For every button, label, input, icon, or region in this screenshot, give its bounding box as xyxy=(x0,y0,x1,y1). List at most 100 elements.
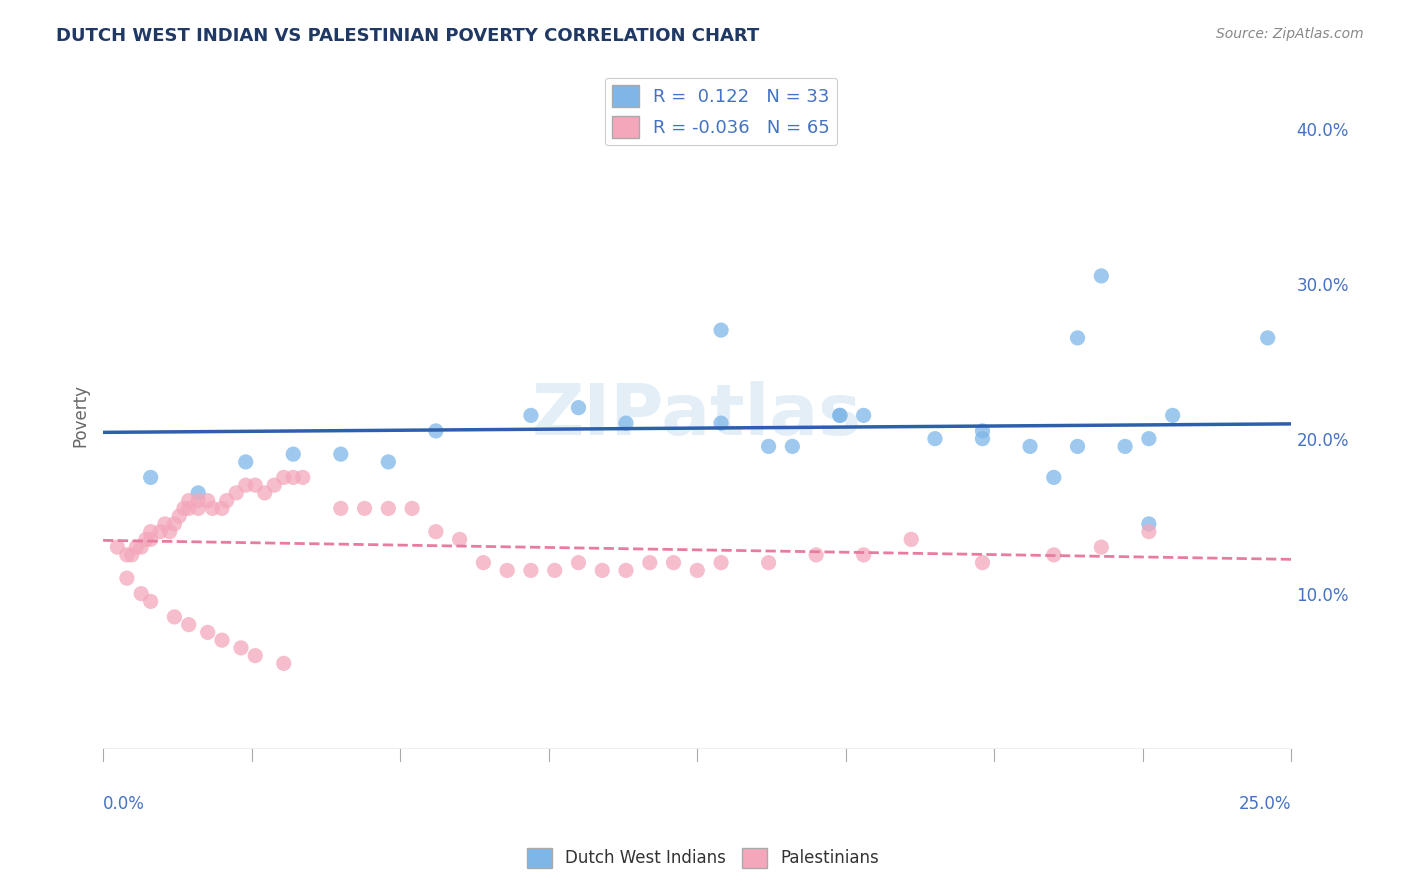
Point xyxy=(197,493,219,508)
Point xyxy=(153,516,176,531)
Point xyxy=(177,493,200,508)
Point xyxy=(229,640,252,655)
Point xyxy=(353,501,375,516)
Point xyxy=(115,548,138,562)
Point xyxy=(1137,516,1160,531)
Point xyxy=(972,432,994,446)
Point xyxy=(710,556,733,570)
Point xyxy=(187,501,209,516)
Point xyxy=(520,409,543,423)
Point xyxy=(1257,331,1279,345)
Text: 0.0%: 0.0% xyxy=(103,795,145,814)
Point xyxy=(129,540,152,554)
Point xyxy=(329,447,352,461)
Point xyxy=(177,501,200,516)
Point xyxy=(401,501,423,516)
Point xyxy=(139,594,162,608)
Point xyxy=(187,493,209,508)
Point xyxy=(273,657,295,671)
Point xyxy=(614,563,637,577)
Point xyxy=(187,486,209,500)
Point xyxy=(828,409,851,423)
Point xyxy=(163,516,186,531)
Text: DUTCH WEST INDIAN VS PALESTINIAN POVERTY CORRELATION CHART: DUTCH WEST INDIAN VS PALESTINIAN POVERTY… xyxy=(56,27,759,45)
Point xyxy=(1137,524,1160,539)
Point xyxy=(567,401,589,415)
Point xyxy=(662,556,685,570)
Point xyxy=(377,455,399,469)
Point xyxy=(135,533,157,547)
Point xyxy=(449,533,471,547)
Y-axis label: Poverty: Poverty xyxy=(72,384,89,447)
Point xyxy=(924,432,946,446)
Point xyxy=(710,323,733,337)
Point xyxy=(1137,432,1160,446)
Point xyxy=(197,625,219,640)
Point xyxy=(828,409,851,423)
Legend: R =  0.122   N = 33, R = -0.036   N = 65: R = 0.122 N = 33, R = -0.036 N = 65 xyxy=(605,78,838,145)
Point xyxy=(273,470,295,484)
Point xyxy=(710,416,733,430)
Point xyxy=(1066,331,1088,345)
Point xyxy=(472,556,495,570)
Point xyxy=(544,563,567,577)
Point xyxy=(129,587,152,601)
Point xyxy=(215,493,238,508)
Point xyxy=(638,556,661,570)
Point xyxy=(211,633,233,648)
Point xyxy=(425,424,447,438)
Point xyxy=(139,524,162,539)
Point xyxy=(201,501,224,516)
Legend: Dutch West Indians, Palestinians: Dutch West Indians, Palestinians xyxy=(520,841,886,875)
Point xyxy=(139,533,162,547)
Point xyxy=(782,439,804,453)
Text: ZIPatlas: ZIPatlas xyxy=(533,381,862,450)
Point xyxy=(1042,548,1064,562)
Point xyxy=(115,571,138,585)
Point xyxy=(1161,409,1184,423)
Point xyxy=(235,455,257,469)
Point xyxy=(972,424,994,438)
Point xyxy=(235,478,257,492)
Point xyxy=(283,447,305,461)
Point xyxy=(567,556,589,570)
Point xyxy=(1066,439,1088,453)
Point xyxy=(1090,268,1112,283)
Point xyxy=(1042,470,1064,484)
Point xyxy=(900,533,922,547)
Point xyxy=(163,610,186,624)
Point xyxy=(425,524,447,539)
Text: Source: ZipAtlas.com: Source: ZipAtlas.com xyxy=(1216,27,1364,41)
Point xyxy=(1114,439,1136,453)
Point xyxy=(177,617,200,632)
Point xyxy=(520,563,543,577)
Point xyxy=(105,540,128,554)
Point xyxy=(283,470,305,484)
Point xyxy=(972,556,994,570)
Point xyxy=(173,501,195,516)
Text: 25.0%: 25.0% xyxy=(1239,795,1292,814)
Point xyxy=(686,563,709,577)
Point xyxy=(225,486,247,500)
Point xyxy=(758,439,780,453)
Point xyxy=(253,486,276,500)
Point xyxy=(149,524,172,539)
Point xyxy=(159,524,181,539)
Point xyxy=(329,501,352,516)
Point xyxy=(263,478,285,492)
Point xyxy=(245,478,267,492)
Point xyxy=(1019,439,1042,453)
Point xyxy=(291,470,314,484)
Point xyxy=(167,509,190,524)
Point xyxy=(758,556,780,570)
Point xyxy=(591,563,613,577)
Point xyxy=(245,648,267,663)
Point xyxy=(139,470,162,484)
Point xyxy=(496,563,519,577)
Point xyxy=(804,548,827,562)
Point xyxy=(211,501,233,516)
Point xyxy=(1090,540,1112,554)
Point xyxy=(121,548,143,562)
Point xyxy=(614,416,637,430)
Point xyxy=(852,548,875,562)
